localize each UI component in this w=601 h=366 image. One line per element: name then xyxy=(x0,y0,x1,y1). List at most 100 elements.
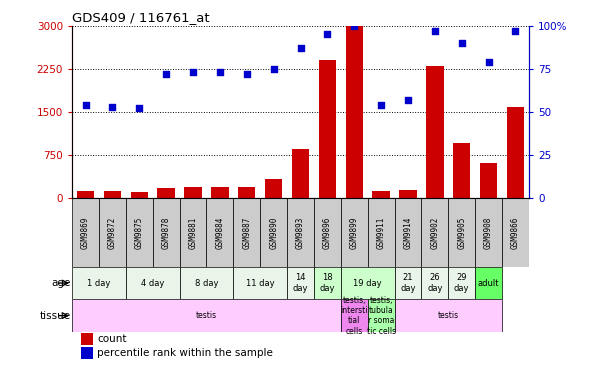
Bar xyxy=(99,198,126,267)
Bar xyxy=(180,198,207,267)
Point xyxy=(403,97,413,102)
Bar xyxy=(291,149,310,198)
Bar xyxy=(314,267,341,299)
Bar xyxy=(448,198,475,267)
Text: GSM9890: GSM9890 xyxy=(269,216,278,249)
Point xyxy=(81,102,90,108)
Text: 8 day: 8 day xyxy=(195,279,218,288)
Bar xyxy=(233,198,260,267)
Point xyxy=(376,102,386,108)
Bar xyxy=(130,191,148,198)
Text: 11 day: 11 day xyxy=(246,279,275,288)
Bar xyxy=(341,299,368,332)
Bar xyxy=(126,267,180,299)
Bar xyxy=(373,191,390,198)
Text: GSM9899: GSM9899 xyxy=(350,216,359,249)
Text: testis,
intersti
tial
cells: testis, intersti tial cells xyxy=(341,295,368,336)
Text: GSM9875: GSM9875 xyxy=(135,216,144,249)
Text: GSM9908: GSM9908 xyxy=(484,216,493,249)
Point xyxy=(323,31,332,37)
Bar xyxy=(394,267,421,299)
Bar xyxy=(453,143,471,198)
Bar xyxy=(180,267,233,299)
Text: 18
day: 18 day xyxy=(320,273,335,293)
Text: percentile rank within the sample: percentile rank within the sample xyxy=(97,348,273,358)
Bar xyxy=(475,267,502,299)
Text: GSM9893: GSM9893 xyxy=(296,216,305,249)
Text: adult: adult xyxy=(478,279,499,288)
Point xyxy=(108,104,117,109)
Bar xyxy=(287,198,314,267)
Bar xyxy=(394,198,421,267)
Text: GSM9869: GSM9869 xyxy=(81,216,90,249)
Text: GSM9887: GSM9887 xyxy=(242,216,251,249)
Bar xyxy=(448,267,475,299)
Bar xyxy=(287,267,314,299)
Bar xyxy=(104,191,121,198)
Bar xyxy=(77,191,94,198)
Point xyxy=(269,66,278,72)
Bar xyxy=(81,347,93,359)
Bar xyxy=(238,187,255,198)
Text: GSM9905: GSM9905 xyxy=(457,216,466,249)
Text: tissue: tissue xyxy=(40,311,71,321)
Point xyxy=(457,40,466,46)
Bar xyxy=(346,26,363,198)
Text: 21
day: 21 day xyxy=(400,273,416,293)
Text: count: count xyxy=(97,335,127,344)
Point xyxy=(135,105,144,111)
Bar xyxy=(319,60,336,198)
Text: 4 day: 4 day xyxy=(141,279,165,288)
Text: testis: testis xyxy=(196,311,217,320)
Bar xyxy=(72,198,99,267)
Bar xyxy=(502,198,529,267)
Text: GSM9866: GSM9866 xyxy=(511,216,520,249)
Text: GSM9872: GSM9872 xyxy=(108,216,117,249)
Bar xyxy=(368,198,394,267)
Text: GSM9896: GSM9896 xyxy=(323,216,332,249)
Bar xyxy=(341,267,394,299)
Text: GSM9878: GSM9878 xyxy=(162,216,171,249)
Bar xyxy=(475,198,502,267)
Bar xyxy=(399,190,416,198)
Bar xyxy=(265,179,282,198)
Bar xyxy=(153,198,180,267)
Text: GSM9881: GSM9881 xyxy=(189,216,198,249)
Bar xyxy=(421,198,448,267)
Text: 19 day: 19 day xyxy=(353,279,382,288)
Text: GSM9902: GSM9902 xyxy=(430,216,439,249)
Point xyxy=(296,45,305,51)
Bar xyxy=(185,187,202,198)
Point xyxy=(242,71,252,77)
Text: 26
day: 26 day xyxy=(427,273,442,293)
Bar xyxy=(421,267,448,299)
Text: 1 day: 1 day xyxy=(87,279,111,288)
Text: testis: testis xyxy=(438,311,459,320)
Point xyxy=(511,28,520,34)
Text: testis,
tubula
r soma
tic cells: testis, tubula r soma tic cells xyxy=(367,295,395,336)
Bar xyxy=(126,198,153,267)
Bar xyxy=(507,107,524,198)
Text: GSM9884: GSM9884 xyxy=(215,216,224,249)
Bar xyxy=(211,187,228,198)
Text: 29
day: 29 day xyxy=(454,273,469,293)
Bar xyxy=(157,188,175,198)
Text: 14
day: 14 day xyxy=(293,273,308,293)
Point xyxy=(188,69,198,75)
Point xyxy=(430,28,440,34)
Text: age: age xyxy=(52,278,71,288)
Bar xyxy=(260,198,287,267)
Point xyxy=(349,23,359,29)
Bar xyxy=(233,267,287,299)
Bar xyxy=(368,299,394,332)
Text: GSM9914: GSM9914 xyxy=(403,216,412,249)
Bar xyxy=(72,299,341,332)
Point xyxy=(161,71,171,77)
Bar xyxy=(426,66,444,198)
Bar xyxy=(207,198,233,267)
Text: GSM9911: GSM9911 xyxy=(377,216,386,249)
Bar xyxy=(72,267,126,299)
Bar xyxy=(480,164,497,198)
Text: GDS409 / 116761_at: GDS409 / 116761_at xyxy=(72,11,210,25)
Bar xyxy=(394,299,502,332)
